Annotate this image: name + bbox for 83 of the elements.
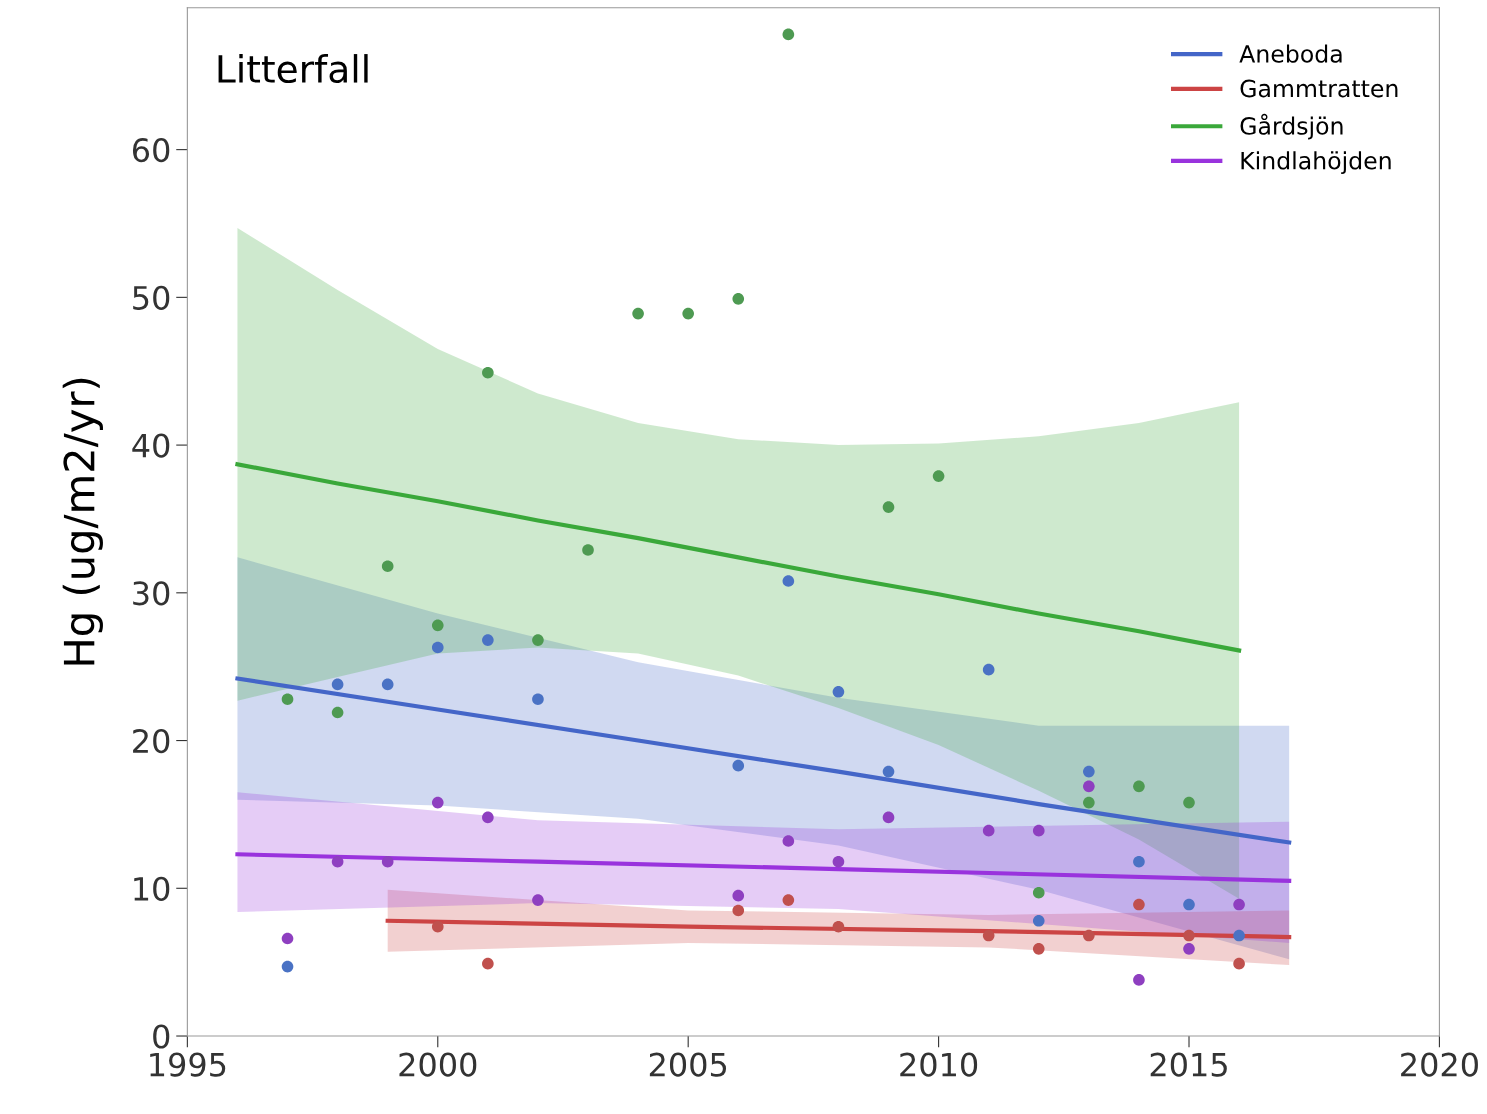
- point: [532, 693, 544, 705]
- point: [1233, 929, 1245, 942]
- point: [632, 307, 644, 320]
- point: [1032, 886, 1045, 899]
- line-series: [235, 676, 1292, 845]
- point: [381, 560, 394, 573]
- legend-label: Gammtratten: [1240, 79, 1398, 98]
- point: [331, 855, 344, 868]
- text: Litterfall: [218, 54, 368, 84]
- point: [732, 293, 745, 305]
- legend-label: Kindlahöjden: [1241, 151, 1391, 175]
- point: [882, 811, 895, 824]
- y-tick-label: 0: [153, 1024, 170, 1049]
- line-series: [235, 462, 1242, 653]
- y-tick-label: 30: [133, 581, 170, 606]
- point: [431, 619, 444, 632]
- point: [532, 894, 544, 906]
- point: [431, 920, 444, 933]
- x-tick-label: 2015: [1150, 1052, 1227, 1077]
- point: [782, 575, 795, 587]
- point: [832, 685, 845, 698]
- point: [1083, 765, 1095, 778]
- point: [331, 678, 344, 691]
- point: [932, 470, 945, 482]
- point: [782, 28, 795, 41]
- point: [381, 678, 394, 691]
- point: [482, 957, 494, 970]
- point: [832, 920, 845, 933]
- line-series: [235, 852, 1292, 883]
- point: [732, 904, 745, 917]
- point: [1032, 824, 1045, 837]
- point: [732, 759, 745, 772]
- legend-label: Gårdsjön: [1240, 113, 1343, 140]
- point: [982, 663, 995, 676]
- point: [1133, 974, 1145, 986]
- point: [1233, 898, 1245, 911]
- x-tick-label: 2005: [649, 1052, 727, 1077]
- x-tick-label: 1995: [150, 1052, 226, 1077]
- point: [482, 811, 494, 824]
- point: [1183, 898, 1195, 911]
- x-tick-label: 2020: [1401, 1052, 1478, 1077]
- point: [882, 765, 895, 778]
- point: [331, 706, 344, 719]
- point: [431, 641, 444, 654]
- point: [732, 889, 745, 902]
- point: [1233, 957, 1245, 970]
- point: [381, 855, 394, 868]
- point: [1183, 943, 1195, 955]
- point: [882, 501, 895, 513]
- x-tick-label: 2000: [399, 1052, 477, 1077]
- point: [582, 544, 594, 556]
- x-tick-label: 2010: [900, 1052, 978, 1077]
- point: [1032, 943, 1045, 955]
- y-tick-label: 20: [133, 728, 170, 754]
- point: [281, 693, 294, 705]
- y-tick-label: 50: [133, 285, 170, 310]
- legend-label: Aneboda: [1239, 44, 1342, 63]
- y-tick-label: 40: [132, 433, 170, 458]
- point: [1133, 780, 1145, 793]
- point: [482, 366, 494, 379]
- point: [1133, 855, 1145, 868]
- point: [1083, 780, 1095, 793]
- point: [982, 929, 995, 942]
- point: [431, 796, 444, 809]
- point: [482, 634, 494, 646]
- point: [832, 855, 845, 868]
- y-axis-title: Hg (ug/m2/yr): [62, 378, 103, 665]
- point: [532, 634, 544, 646]
- point: [782, 835, 795, 847]
- line-series: [385, 918, 1292, 940]
- point: [782, 894, 795, 906]
- y-tick-label: 10: [134, 876, 170, 901]
- point: [281, 932, 294, 945]
- point: [1133, 898, 1145, 911]
- point: [281, 960, 294, 973]
- point: [1032, 914, 1045, 927]
- point: [1183, 796, 1195, 809]
- point: [1083, 929, 1095, 942]
- point: [682, 307, 694, 320]
- point: [1083, 796, 1095, 809]
- point: [1183, 929, 1195, 942]
- point: [982, 824, 995, 837]
- y-tick-label: 60: [132, 138, 170, 163]
